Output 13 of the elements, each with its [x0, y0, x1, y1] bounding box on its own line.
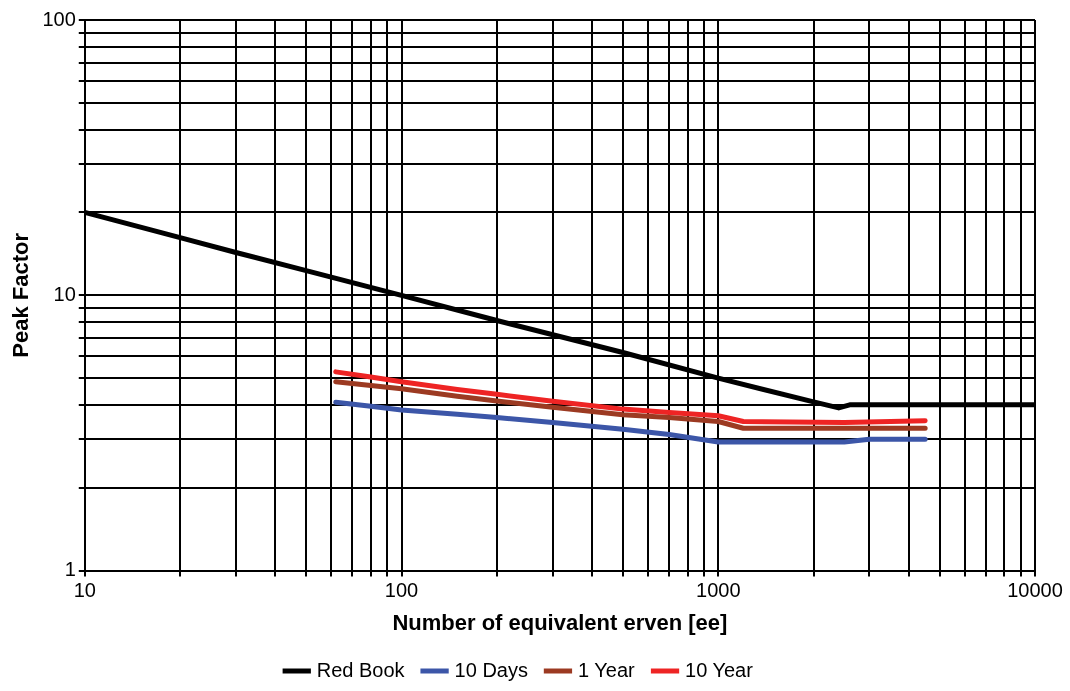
legend-label: 10 Year — [685, 658, 754, 681]
x-tick-label: 1000 — [696, 579, 741, 602]
legend-label: Red Book — [316, 658, 406, 681]
legend-label: 10 Days — [454, 658, 528, 681]
legend-label: 1 Year — [577, 658, 636, 681]
y-axis-title: Peak Factor — [8, 232, 34, 358]
x-tick-label: 10 — [73, 579, 96, 602]
y-tick-label: 100 — [42, 7, 76, 30]
x-tick-label: 10000 — [1007, 579, 1063, 602]
y-tick-label: 10 — [53, 282, 76, 305]
x-tick-label: 100 — [384, 579, 419, 602]
x-axis-title: Number of equivalent erven [ee] — [392, 609, 728, 635]
y-tick-label: 1 — [64, 558, 76, 581]
